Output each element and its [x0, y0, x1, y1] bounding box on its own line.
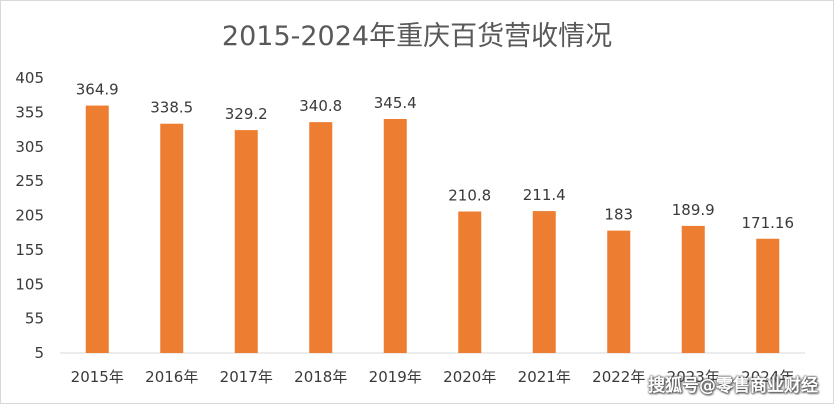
- bar: [234, 130, 258, 353]
- data-label: 345.4: [374, 94, 417, 112]
- x-tick-label: 2024年: [741, 368, 794, 386]
- data-label: 340.8: [299, 97, 342, 115]
- y-tick-label: 405: [15, 69, 44, 87]
- x-tick-label: 2021年: [518, 368, 571, 386]
- bar: [458, 211, 482, 353]
- bar: [309, 122, 333, 353]
- x-tick-label: 2019年: [369, 368, 422, 386]
- bar: [383, 118, 407, 353]
- y-tick-label: 205: [15, 207, 44, 225]
- data-label: 189.9: [672, 201, 715, 219]
- bar: [85, 105, 109, 353]
- y-tick-label: 105: [15, 275, 44, 293]
- x-tick-label: 2017年: [220, 368, 273, 386]
- x-tick-label: 2020年: [443, 368, 496, 386]
- bar: [532, 211, 556, 353]
- data-label: 183: [604, 206, 633, 224]
- data-label: 171.16: [742, 214, 795, 232]
- x-tick-label: 2018年: [294, 368, 347, 386]
- x-tick-label: 2016年: [145, 368, 198, 386]
- x-tick-label: 2022年: [592, 368, 645, 386]
- y-tick-label: 55: [25, 310, 44, 328]
- chart-title: 2015-2024年重庆百货营收情况: [221, 21, 613, 52]
- bar: [756, 238, 780, 353]
- y-tick-label: 255: [15, 172, 44, 190]
- y-tick-label: 355: [15, 103, 44, 121]
- data-label: 338.5: [150, 99, 193, 117]
- bar: [607, 230, 631, 353]
- x-tick-label: 2015年: [71, 368, 124, 386]
- data-label: 210.8: [448, 187, 491, 205]
- y-tick-label: 155: [15, 241, 44, 259]
- data-label: 211.4: [523, 186, 566, 204]
- data-label: 364.9: [76, 81, 119, 99]
- y-tick-label: 305: [15, 138, 44, 156]
- watermark: 搜狐号@零售商业财经: [648, 376, 818, 396]
- data-label: 329.2: [225, 105, 268, 123]
- x-tick-label: 2023年: [667, 368, 720, 386]
- bar: [160, 123, 184, 353]
- bar: [681, 225, 705, 353]
- y-tick-label: 5: [34, 344, 44, 362]
